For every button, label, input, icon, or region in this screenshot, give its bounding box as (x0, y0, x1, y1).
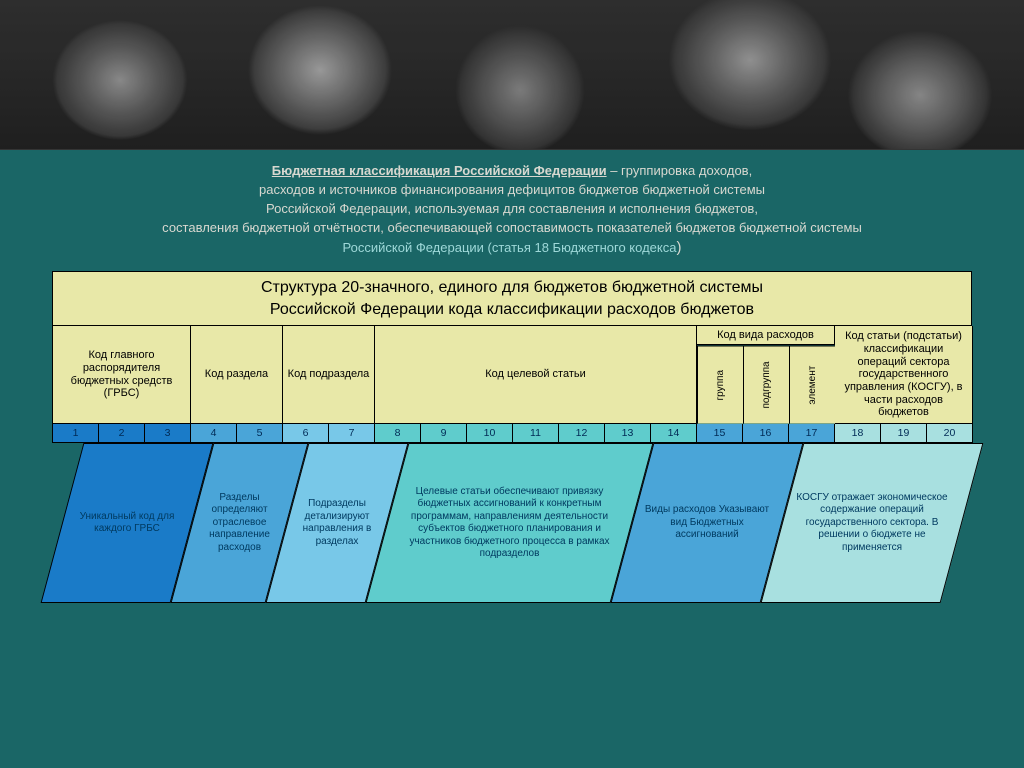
struct-title-l1: Структура 20-значного, единого для бюдже… (261, 279, 763, 296)
classification-diagram: Структура 20-значного, единого для бюдже… (52, 271, 972, 613)
digit-cell-10: 10 (467, 424, 513, 443)
desc-text-4: Виды расходов Указывают вид Бюджетных ас… (633, 444, 781, 602)
desc-text-5: КОСГУ отражает экономическое содержание … (783, 444, 961, 602)
desc-block-5: КОСГУ отражает экономическое содержание … (761, 443, 984, 603)
digit-cell-6: 6 (283, 424, 329, 443)
digit-cell-15: 15 (697, 424, 743, 443)
col-vid-rashodov: Код вида расходов группа подгруппа элеме… (697, 326, 835, 423)
intro-paren: ) (676, 239, 681, 256)
digit-cell-14: 14 (651, 424, 697, 443)
digit-row: 1234567891011121314151617181920 (52, 424, 972, 443)
col-vid-podgruppa: подгруппа (743, 345, 789, 423)
digit-cell-13: 13 (605, 424, 651, 443)
structure-title: Структура 20-значного, единого для бюдже… (52, 271, 972, 326)
col-grbs: Код главного распорядителя бюджетных сре… (53, 326, 191, 423)
column-headers: Код главного распорядителя бюджетных сре… (52, 326, 972, 423)
digit-cell-8: 8 (375, 424, 421, 443)
digit-cell-4: 4 (191, 424, 237, 443)
intro-line5: Российской Федерации (статья 18 Бюджетно… (343, 240, 677, 255)
intro-text: Бюджетная классификация Российской Федер… (0, 150, 1024, 265)
col-podrazdel: Код подраздела (283, 326, 375, 423)
intro-line3: Российской Федерации, используемая для с… (266, 201, 758, 216)
digit-cell-7: 7 (329, 424, 375, 443)
digit-cell-20: 20 (927, 424, 973, 443)
struct-title-l2: Российской Федерации кода классификации … (270, 301, 754, 318)
col-kosgu: Код статьи (подстатьи) классификации опе… (835, 326, 973, 423)
digit-cell-12: 12 (559, 424, 605, 443)
col-razdel: Код раздела (191, 326, 283, 423)
description-row: Уникальный код для каждого ГРБСРазделы о… (52, 443, 972, 613)
digit-cell-18: 18 (835, 424, 881, 443)
digit-cell-19: 19 (881, 424, 927, 443)
intro-line2: расходов и источников финансирования деф… (259, 182, 765, 197)
col-vid-top: Код вида расходов (697, 326, 835, 345)
col-tselevaya: Код целевой статьи (375, 326, 697, 423)
col-vid-gruppa: группа (697, 345, 743, 423)
coins-banner (0, 0, 1024, 150)
digit-cell-9: 9 (421, 424, 467, 443)
col-vid-element: элемент (789, 345, 835, 423)
digit-cell-2: 2 (99, 424, 145, 443)
digit-cell-3: 3 (145, 424, 191, 443)
desc-text-0: Уникальный код для каждого ГРБС (63, 444, 191, 602)
desc-text-3: Целевые статьи обеспечивают привязку бюд… (388, 444, 631, 602)
intro-line4: составления бюджетной отчётности, обеспе… (162, 220, 862, 235)
digit-cell-17: 17 (789, 424, 835, 443)
desc-block-3: Целевые статьи обеспечивают привязку бюд… (366, 443, 654, 603)
digit-cell-1: 1 (53, 424, 99, 443)
intro-title: Бюджетная классификация Российской Федер… (272, 163, 607, 178)
digit-cell-11: 11 (513, 424, 559, 443)
intro-line1: – группировка доходов, (607, 163, 753, 178)
digit-cell-16: 16 (743, 424, 789, 443)
digit-cell-5: 5 (237, 424, 283, 443)
